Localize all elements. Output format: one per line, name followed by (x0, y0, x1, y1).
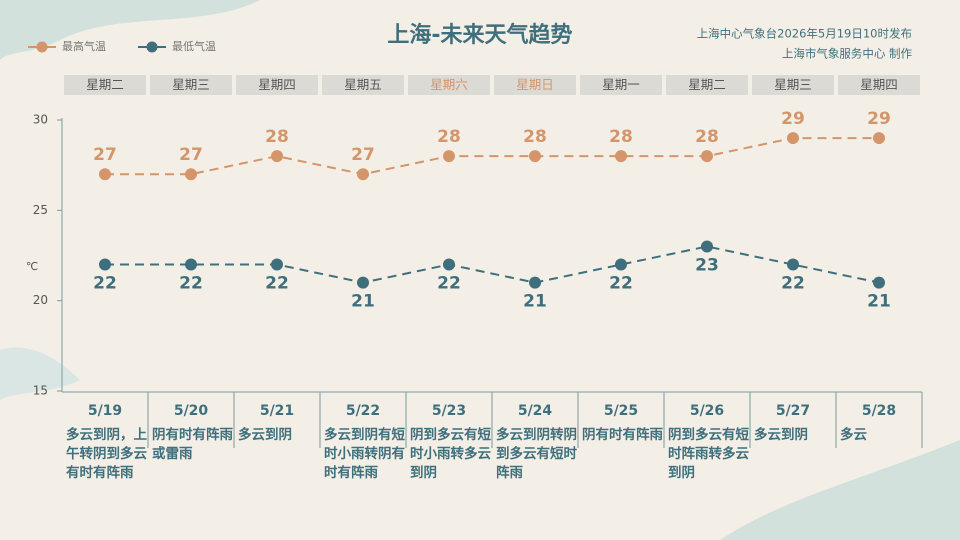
subtitle: 上海市气象服务中心 制作 (782, 47, 913, 61)
data-label: 28 (695, 127, 719, 147)
point (271, 150, 283, 163)
series-line (105, 137, 879, 176)
weekday-label: 星期四 (860, 77, 898, 92)
point (357, 168, 369, 181)
data-label: 22 (265, 274, 289, 294)
data-label: 27 (179, 145, 203, 165)
x-tick-label: 5/24 (518, 403, 553, 419)
x-tick-label: 5/27 (776, 403, 810, 419)
data-label: 22 (437, 274, 461, 294)
y-tick-label: 20 (33, 293, 48, 307)
data-label: 29 (781, 109, 805, 129)
weather-text: 多云到阴，上午转阴到多云有时有阵雨 (66, 427, 147, 481)
weather-text: 阴到多云有短时小雨转多云到阴 (410, 427, 491, 481)
series-line (105, 245, 880, 284)
data-label: 22 (781, 274, 805, 294)
decor-cloud (0, 0, 260, 60)
data-label: 22 (93, 274, 117, 294)
weekday-label: 星期三 (774, 77, 812, 92)
subtitle: 上海中心气象台2026年5月19日10时发布 (697, 27, 912, 41)
point (873, 276, 885, 289)
point (185, 258, 197, 271)
legend-marker (36, 41, 48, 53)
y-tick-label: 25 (33, 203, 48, 217)
weekday-box (838, 75, 920, 95)
x-tick-label: 5/28 (862, 403, 896, 419)
y-tick-label: 15 (33, 384, 48, 398)
data-label: 28 (437, 127, 461, 147)
weekday-label: 星期二 (86, 77, 124, 92)
legend-label: 最高气温 (62, 39, 106, 53)
weather-text: 多云到阴有短时小雨转阴有时有阵雨 (324, 427, 405, 481)
point (701, 150, 713, 163)
point (529, 276, 541, 289)
point (99, 168, 111, 181)
decor-cloud (0, 347, 80, 400)
legend-label: 最低气温 (172, 39, 216, 53)
weekday-label: 星期二 (688, 77, 726, 92)
weather-text: 阴有时有阵雨 (582, 427, 663, 443)
data-label: 22 (179, 274, 203, 294)
weekday-label: 星期五 (344, 77, 382, 92)
data-label: 29 (867, 109, 891, 129)
point (873, 132, 885, 145)
weather-text: 多云到阴转阴到多云有短时阵雨 (496, 427, 577, 481)
chart-title: 上海-未来天气趋势 (387, 22, 572, 48)
weekday-box (752, 75, 834, 95)
data-label: 21 (351, 292, 375, 312)
data-label: 23 (695, 255, 719, 275)
weekday-label: 星期三 (172, 77, 210, 92)
point (615, 258, 627, 271)
weekday-box (322, 75, 404, 95)
x-tick-label: 5/25 (604, 403, 638, 419)
weekday-box (580, 75, 662, 95)
weekday-label: 星期六 (430, 77, 468, 92)
point (787, 132, 799, 145)
weekday-box (494, 75, 576, 95)
point (99, 258, 111, 271)
weekday-label: 星期一 (602, 77, 640, 92)
data-label: 27 (351, 145, 375, 165)
data-label: 28 (609, 127, 633, 147)
point (701, 240, 713, 253)
data-label: 22 (609, 274, 633, 294)
weather-text: 阴有时有阵雨或雷雨 (152, 427, 233, 462)
point (271, 258, 283, 271)
weekday-label: 星期四 (258, 77, 296, 92)
weather-text: 多云到阴 (238, 427, 292, 443)
x-tick-label: 5/21 (260, 403, 294, 419)
point (615, 150, 627, 163)
x-tick-label: 5/26 (690, 403, 724, 419)
y-tick-label: 30 (33, 113, 48, 127)
data-label: 21 (523, 292, 547, 312)
weekday-label: 星期日 (516, 77, 554, 92)
point (443, 258, 455, 271)
point (185, 168, 197, 181)
data-label: 28 (523, 127, 547, 147)
x-tick-label: 5/19 (88, 403, 122, 419)
point (357, 276, 369, 289)
point (443, 150, 455, 163)
weather-text: 阴到多云有短时阵雨转多云到阴 (668, 427, 749, 481)
weekday-box (150, 75, 232, 95)
point (529, 150, 541, 163)
legend-marker (146, 41, 158, 53)
point (787, 258, 799, 271)
y-axis-label: ℃ (26, 260, 38, 273)
decor-cloud (720, 440, 960, 540)
x-tick-label: 5/20 (174, 403, 209, 419)
x-tick-label: 5/23 (432, 403, 466, 419)
x-tick-label: 5/22 (346, 403, 380, 419)
data-label: 21 (867, 292, 891, 312)
weekday-box (236, 75, 318, 95)
weather-text: 多云 (840, 427, 867, 443)
data-label: 27 (93, 145, 117, 165)
weather-text: 多云到阴 (754, 427, 808, 443)
weekday-box (666, 75, 748, 95)
weekday-box (408, 75, 490, 95)
data-label: 28 (265, 127, 289, 147)
weekday-box (64, 75, 146, 95)
